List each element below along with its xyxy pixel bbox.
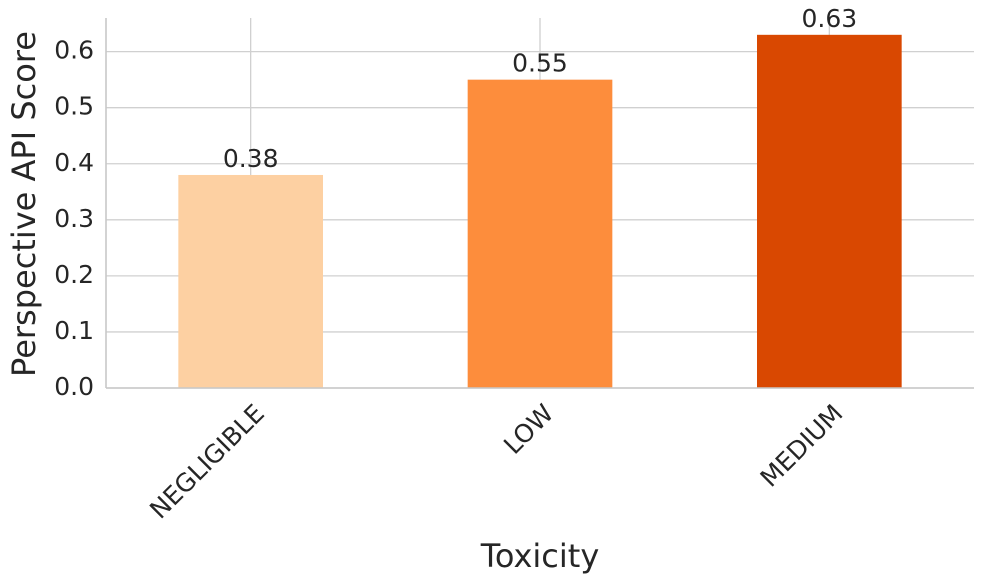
x-tick-label: LOW (498, 399, 559, 460)
y-tick-label: 0.3 (54, 204, 94, 233)
value-label: 0.63 (801, 4, 857, 33)
bar (757, 34, 902, 389)
y-axis-title: Perspective API Score (5, 31, 43, 377)
x-tick-label: MEDIUM (755, 399, 849, 493)
y-tick-label: 0.5 (54, 92, 94, 121)
y-tick-label: 0.1 (54, 316, 94, 345)
y-tick-label: 0.2 (54, 260, 94, 289)
x-tick-label: NEGLIGIBLE (144, 399, 270, 525)
value-label: 0.55 (512, 49, 568, 78)
y-tick-label: 0.4 (54, 148, 94, 177)
value-label: 0.38 (223, 144, 279, 173)
y-tick-label: 0.0 (54, 372, 94, 401)
bar (178, 174, 323, 388)
y-tick-label: 0.6 (54, 36, 94, 65)
x-axis-title: Toxicity (480, 537, 600, 575)
bar (467, 79, 613, 389)
